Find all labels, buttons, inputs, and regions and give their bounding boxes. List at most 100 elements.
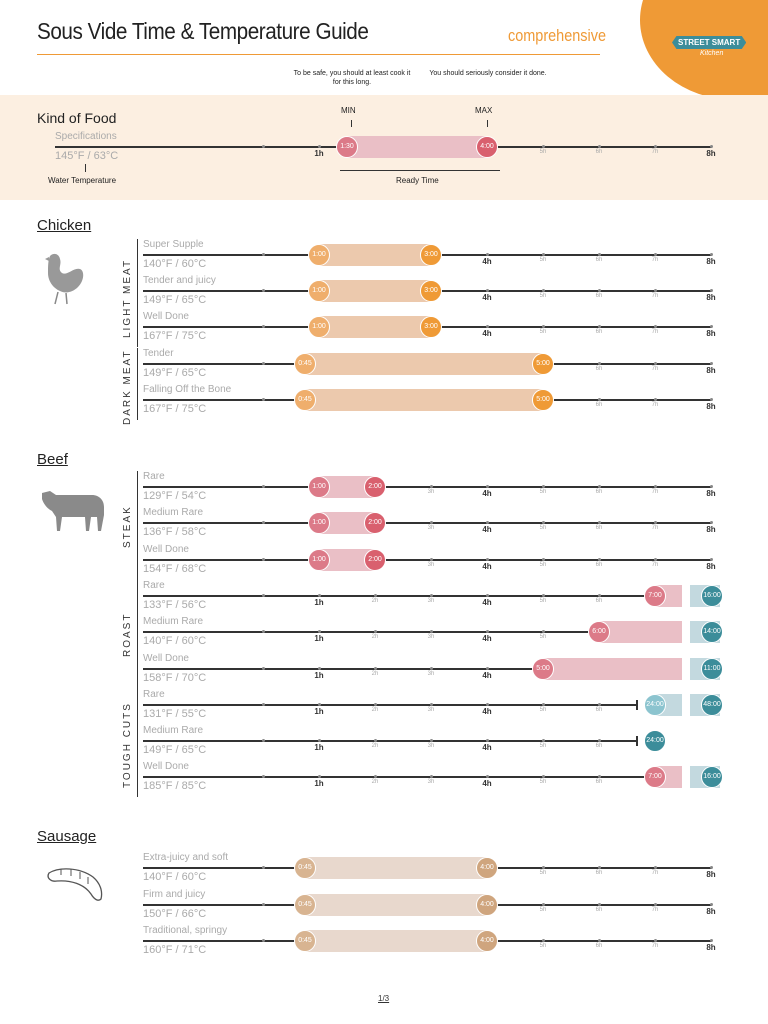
row-name: Firm and juicy (143, 889, 206, 900)
timeline (143, 631, 599, 633)
time-range-bar (305, 894, 487, 916)
chicken-icon (38, 248, 88, 313)
axis-tick-label: 4h (482, 562, 492, 571)
axis-tick (598, 866, 601, 869)
row-name: Tender (143, 348, 174, 359)
group-bracket (137, 239, 139, 347)
time-range-bar (305, 353, 543, 375)
axis-tick (262, 289, 265, 292)
row-temp: 167°F / 75°C (143, 403, 207, 415)
axis-tick-label: 6h (595, 707, 603, 713)
axis-tick-label: 5h (539, 907, 547, 913)
axis-tick (542, 325, 545, 328)
axis-tick-label: 5h (539, 257, 547, 263)
axis-tick (598, 703, 601, 706)
axis-tick-label: 5h (539, 870, 547, 876)
row-name: Medium Rare (143, 507, 204, 518)
min-time-marker: 1:00 (308, 549, 330, 571)
axis-tick-label: 4h (482, 634, 492, 643)
axis-tick (542, 630, 545, 633)
row-temp: 140°F / 60°C (143, 258, 207, 270)
axis-tick-label: 5h (539, 562, 547, 568)
min-time-marker: 1:00 (308, 280, 330, 302)
axis-tick (542, 594, 545, 597)
max-time-marker: 5:00 (532, 389, 554, 411)
axis-tick (486, 594, 489, 597)
group-label: LIGHT MEAT (122, 258, 133, 338)
axis-tick (374, 739, 377, 742)
axis-tick (430, 594, 433, 597)
axis-tick-label: 6h (595, 943, 603, 949)
axis-tick (542, 558, 545, 561)
axis-tick-label: 6h (595, 257, 603, 263)
max-time-marker: 4:00 (476, 894, 498, 916)
page-title: Sous Vide Time & Temperature Guide (37, 18, 369, 44)
max-time-marker: 16:00 (701, 585, 723, 607)
axis-tick (598, 485, 601, 488)
axis-tick (430, 558, 433, 561)
axis-tick (262, 558, 265, 561)
time-range-bar (305, 930, 487, 952)
timeline-end-cap (636, 736, 638, 746)
row-name: Rare (143, 689, 165, 700)
axis-tick-label: 4h (482, 525, 492, 534)
max-time-marker: 48:00 (701, 694, 723, 716)
axis-tick-label: 8h (706, 562, 716, 571)
row-temp: 136°F / 58°C (143, 526, 207, 538)
axis-tick-label: 6h (595, 562, 603, 568)
max-time-marker: 2:00 (364, 476, 386, 498)
timeline (143, 668, 543, 670)
axis-tick (262, 903, 265, 906)
time-range-bar (543, 658, 682, 680)
row-temp: 131°F / 55°C (143, 708, 207, 720)
section-title: Beef (37, 451, 68, 468)
min-note: To be safe, you should at least cook it … (293, 70, 411, 86)
group-label: TOUGH CUTS (122, 702, 133, 788)
axis-tick-label: 4h (482, 329, 492, 338)
row-temp: 140°F / 60°C (143, 871, 207, 883)
axis-tick (430, 775, 433, 778)
axis-tick (318, 775, 321, 778)
axis-tick (430, 485, 433, 488)
min-time-marker: 0:45 (294, 930, 316, 952)
axis-tick (542, 289, 545, 292)
axis-tick (374, 667, 377, 670)
axis-tick-label: 6h (595, 598, 603, 604)
row-temp: 154°F / 68°C (143, 563, 207, 575)
axis-tick (598, 903, 601, 906)
axis-tick-label: 3h (427, 743, 435, 749)
axis-tick-label: 3h (427, 634, 435, 640)
row-temp: 149°F / 65°C (143, 294, 207, 306)
axis-tick-label: 6h (595, 402, 603, 408)
axis-tick-label: 5h (539, 293, 547, 299)
axis-tick (710, 145, 713, 148)
axis-tick (486, 485, 489, 488)
section-title: Chicken (37, 217, 92, 234)
axis-tick (486, 253, 489, 256)
axis-tick (542, 939, 545, 942)
row-name: Tender and juicy (143, 275, 216, 286)
axis-tick-label: 3h (427, 525, 435, 531)
axis-tick-label: 8h (706, 293, 716, 302)
row-name: Rare (143, 471, 165, 482)
section-title: Sausage (37, 828, 97, 845)
axis-tick-label: 7h (651, 870, 659, 876)
row-temp: 145°F / 63°C (55, 150, 119, 162)
axis-tick-label: 3h (427, 671, 435, 677)
axis-tick (430, 739, 433, 742)
min-time-marker: 0:45 (294, 389, 316, 411)
row-name: Rare (143, 580, 165, 591)
row-name: Specifications (55, 131, 117, 142)
axis-tick-label: 5h (539, 634, 547, 640)
axis-tick-label: 2h (371, 743, 379, 749)
axis-tick-label: 8h (706, 366, 716, 375)
axis-tick (486, 630, 489, 633)
axis-tick (710, 521, 713, 524)
axis-tick (710, 289, 713, 292)
axis-tick (318, 594, 321, 597)
axis-tick-label: 5h (539, 707, 547, 713)
axis-tick-label: 7h (651, 943, 659, 949)
axis-tick-label: 1h (314, 598, 324, 607)
max-time-marker: 2:00 (364, 512, 386, 534)
